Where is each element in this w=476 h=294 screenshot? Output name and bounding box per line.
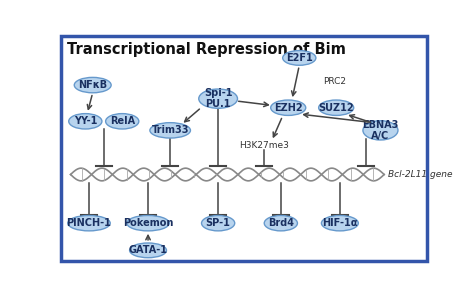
Text: Trim33: Trim33 [151,125,189,135]
Text: NFκB: NFκB [78,80,107,90]
Text: Transcriptional Repression of Bim: Transcriptional Repression of Bim [67,42,346,57]
Ellipse shape [321,216,358,231]
Text: SUZ12: SUZ12 [318,103,354,113]
Ellipse shape [127,216,169,231]
Text: PRC2: PRC2 [323,77,346,86]
Ellipse shape [150,123,190,138]
Text: PINCH-1: PINCH-1 [67,218,111,228]
Ellipse shape [264,216,298,231]
Text: YY-1: YY-1 [74,116,97,126]
Ellipse shape [74,77,111,93]
Ellipse shape [69,113,102,129]
Text: SP-1: SP-1 [206,218,230,228]
Ellipse shape [318,100,354,116]
Text: E2F1: E2F1 [286,53,313,63]
Text: Pokemon: Pokemon [123,218,173,228]
Text: Spi-1
PU.1: Spi-1 PU.1 [204,88,232,109]
Ellipse shape [129,243,167,258]
Text: HIF-1α: HIF-1α [322,218,357,228]
Text: EZH2: EZH2 [274,103,303,113]
Ellipse shape [68,216,110,231]
Ellipse shape [271,100,306,116]
Text: GATA-1: GATA-1 [129,245,168,255]
Ellipse shape [199,89,238,108]
Text: EBNA3
A/C: EBNA3 A/C [362,120,398,141]
Ellipse shape [283,51,316,65]
Text: H3K27me3: H3K27me3 [239,141,289,150]
Ellipse shape [201,216,235,231]
Text: Bcl-2L11 gene: Bcl-2L11 gene [388,170,452,179]
Ellipse shape [106,113,139,129]
Text: RelA: RelA [109,116,135,126]
Ellipse shape [363,121,398,140]
Text: Brd4: Brd4 [268,218,294,228]
